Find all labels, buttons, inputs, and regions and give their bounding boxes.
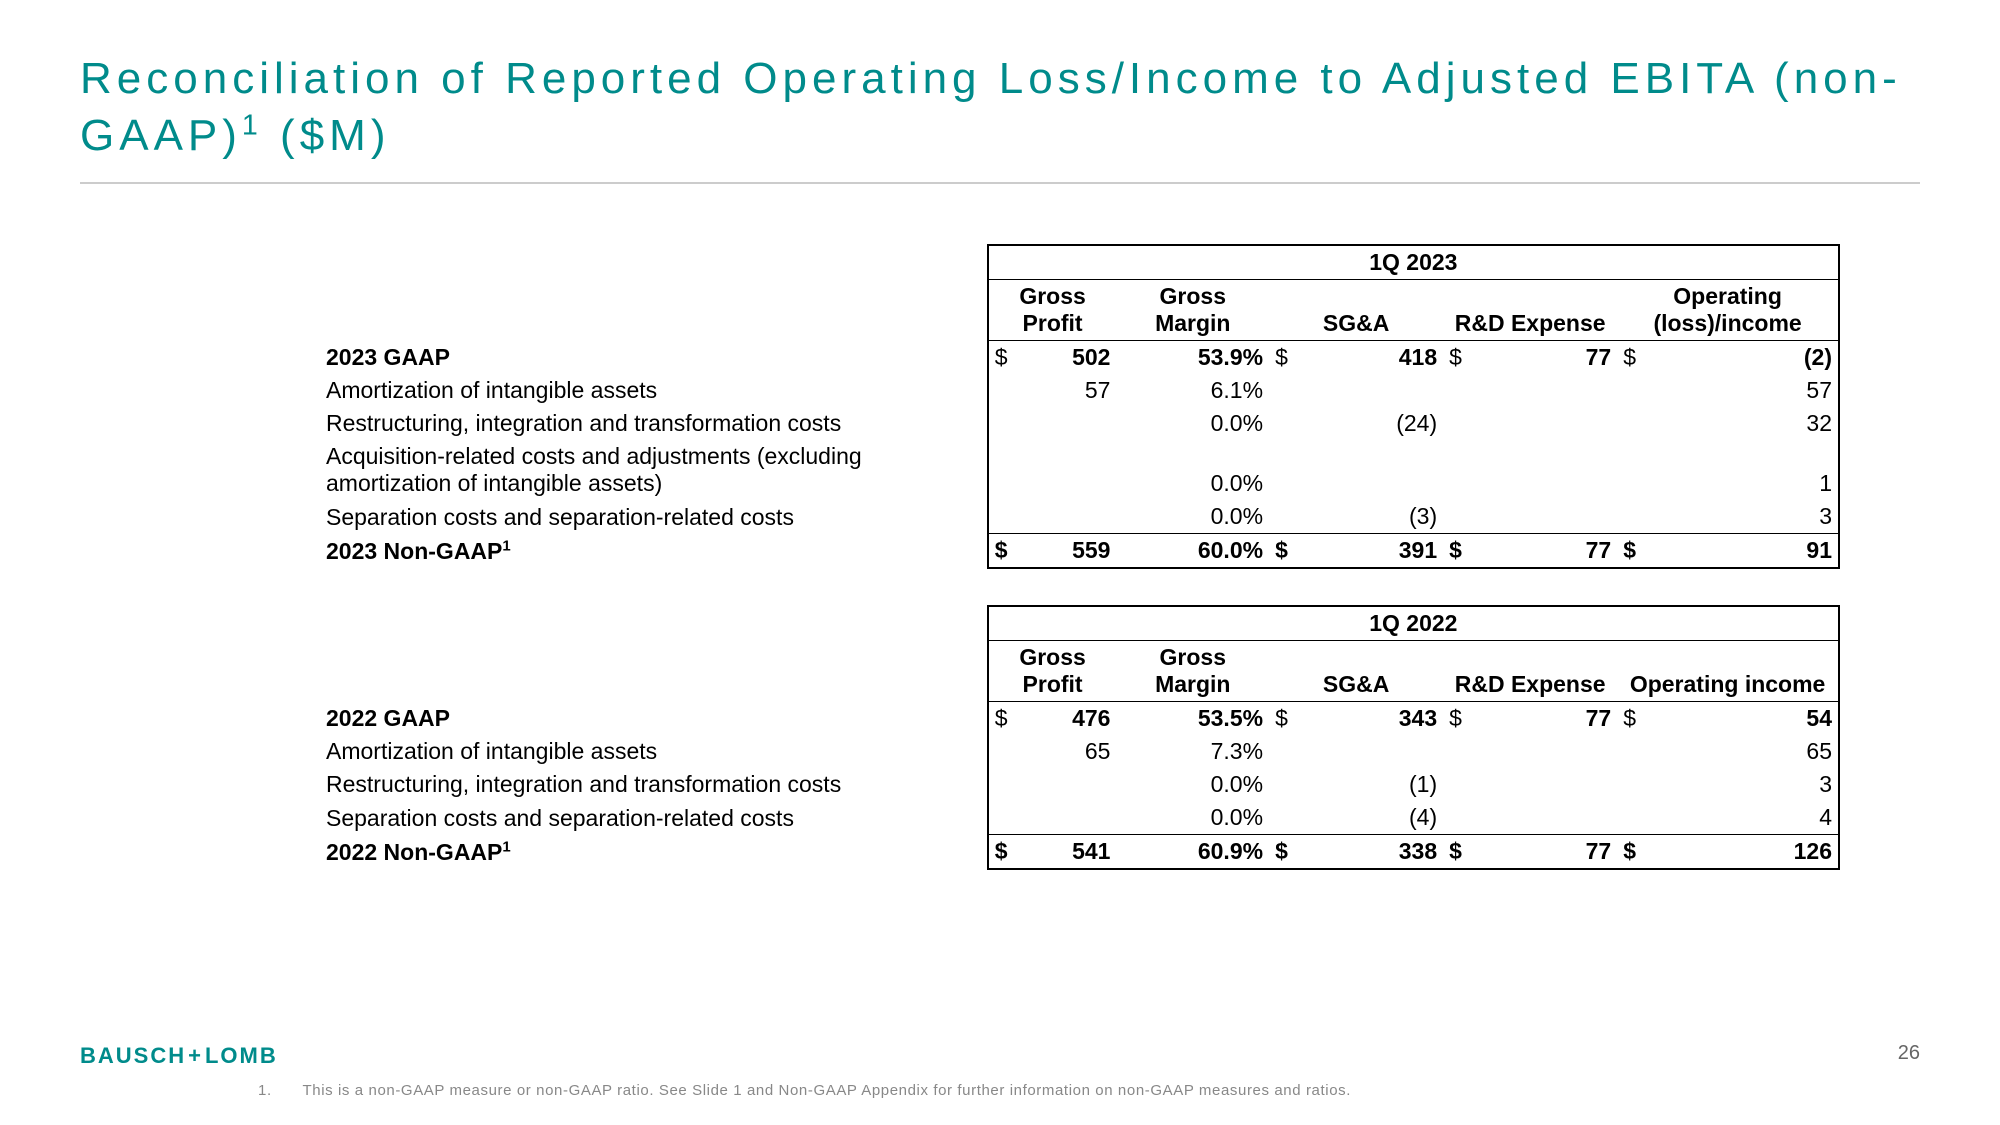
table-row: 2023 GAAP $ 502 53.9% $ 418 $ 77 $ (2) [320,341,1839,375]
row-label: Amortization of intangible assets [320,374,988,407]
row-label: Amortization of intangible assets [320,735,988,768]
col-header-operating: Operating (loss)/income [1617,280,1839,341]
page-number: 26 [1898,1042,1920,1065]
col-header-gross-margin: Gross Margin [1116,280,1269,341]
row-label: Restructuring, integration and transform… [320,407,988,440]
slide: Reconciliation of Reported Operating Los… [0,0,2000,1125]
table-row: Separation costs and separation-related … [320,500,1839,534]
table-row: Amortization of intangible assets 57 6.1… [320,374,1839,407]
table-row: Separation costs and separation-related … [320,801,1839,835]
logo-left: BAUSCH [80,1043,186,1068]
table-1q2023: 1Q 2023 Gross Profit Gross Margin SG&A R… [320,244,1840,569]
col-header-rd: R&D Expense [1443,641,1617,702]
footnote: 1. This is a non-GAAP measure or non-GAA… [258,1082,1351,1099]
row-label: Acquisition-related costs and adjustment… [320,440,988,500]
period-header: 1Q 2022 [988,606,1839,641]
col-header-sga: SG&A [1269,280,1443,341]
col-header-gross-profit: Gross Profit [988,641,1117,702]
col-header-rd: R&D Expense [1443,280,1617,341]
row-label: Restructuring, integration and transform… [320,768,988,801]
table-row: Gross Profit Gross Margin SG&A R&D Expen… [320,280,1839,341]
table-row-total: 2023 Non-GAAP1 $ 559 60.0% $ 391 $ 77 $ … [320,534,1839,569]
col-header-gross-profit: Gross Profit [988,280,1117,341]
plus-icon: + [186,1043,205,1068]
row-label: Separation costs and separation-related … [320,500,988,534]
table-row: Restructuring, integration and transform… [320,768,1839,801]
row-label: Separation costs and separation-related … [320,801,988,835]
col-header-sga: SG&A [1269,641,1443,702]
tables-container: 1Q 2023 Gross Profit Gross Margin SG&A R… [320,244,1840,870]
table-row: Amortization of intangible assets 65 7.3… [320,735,1839,768]
footnote-number: 1. [258,1082,298,1099]
col-header-gross-margin: Gross Margin [1116,641,1269,702]
row-label: 2022 GAAP [320,702,988,736]
col-header-operating: Operating income [1617,641,1839,702]
footnote-text: This is a non-GAAP measure or non-GAAP r… [303,1082,1352,1099]
brand-logo: BAUSCH+LOMB [80,1043,278,1069]
table-1q2022: 1Q 2022 Gross Profit Gross Margin SG&A R… [320,605,1840,870]
period-header: 1Q 2023 [988,245,1839,280]
logo-right: LOMB [205,1043,278,1068]
table-row: Gross Profit Gross Margin SG&A R&D Expen… [320,641,1839,702]
slide-title: Reconciliation of Reported Operating Los… [80,50,1920,164]
row-label: 2023 GAAP [320,341,988,375]
table-row: 1Q 2023 [320,245,1839,280]
table-row: Restructuring, integration and transform… [320,407,1839,440]
table-row: 1Q 2022 [320,606,1839,641]
row-label: 2022 Non-GAAP1 [320,835,988,870]
table-row: 2022 GAAP $ 476 53.5% $ 343 $ 77 $ 54 [320,702,1839,736]
table-row-total: 2022 Non-GAAP1 $ 541 60.9% $ 338 $ 77 $ … [320,835,1839,870]
table-row: Acquisition-related costs and adjustment… [320,440,1839,500]
row-label: 2023 Non-GAAP1 [320,534,988,569]
title-rule [80,182,1920,184]
